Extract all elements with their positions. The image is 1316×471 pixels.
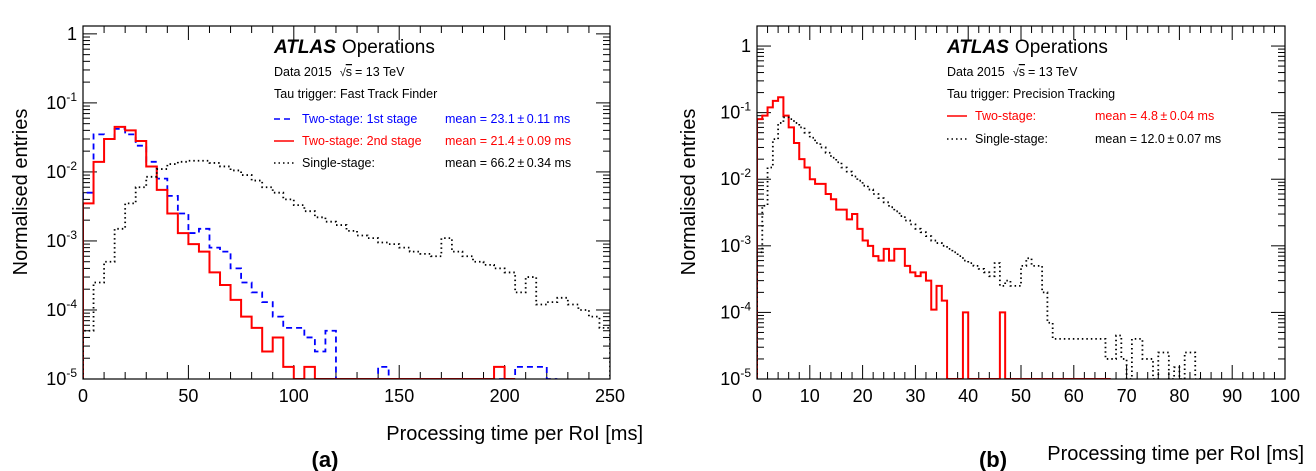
energy-label: = 13 TeV (355, 65, 405, 79)
atlas-label: ATLAS (273, 37, 336, 58)
legend-mean: mean = 23.1 ± 0.11 ms (445, 112, 570, 126)
x-tick-label: 100 (1270, 386, 1300, 406)
x-tick-label: 70 (1117, 386, 1137, 406)
x-tick-label: 250 (595, 386, 625, 406)
y-axis-title: Normalised entries (678, 109, 700, 276)
legend-entry: Two-stage: 1st stage (302, 112, 417, 126)
legend: Two-stage: mean = 4.8 ± 0.04 ms Single-sta… (947, 109, 1221, 146)
series-line (757, 116, 1201, 379)
data-year-label: Data 2015 (274, 65, 332, 79)
x-tick-label: 200 (490, 386, 520, 406)
series-line (83, 128, 558, 379)
x-tick-label: 40 (958, 386, 978, 406)
y-tick-label: 10-2 (720, 166, 751, 189)
legend-mean: mean = 12.0 ± 0.07 ms (1095, 132, 1221, 146)
x-tick-label: 50 (1011, 386, 1031, 406)
legend-entry: Two-stage: (975, 109, 1036, 123)
x-axis-title: Processing time per RoI [ms] (386, 423, 643, 445)
y-tick-label: 10-5 (46, 366, 77, 389)
operations-label: Operations (342, 37, 435, 58)
x-tick-label: 50 (178, 386, 198, 406)
legend-entry: Single-stage: (302, 156, 375, 170)
trigger-label: Tau trigger: Fast Track Finder (274, 87, 437, 101)
energy-label: = 13 TeV (1028, 65, 1078, 79)
svg-text:Data 2015√s= 13 TeV: Data 2015 √s = 13 TeV (947, 65, 1078, 79)
x-tick-label: 90 (1222, 386, 1242, 406)
y-tick-label: 10-4 (720, 299, 751, 322)
series-line (757, 96, 1111, 379)
y-tick-label: 10-4 (46, 297, 77, 320)
legend-mean: mean = 4.8 ± 0.04 ms (1095, 109, 1214, 123)
operations-label: Operations (1015, 37, 1108, 58)
x-tick-label: 150 (384, 386, 414, 406)
sqrt-s-label: s (346, 65, 352, 79)
series-line (83, 125, 516, 379)
x-axis-title: Processing time per RoI [ms] (1047, 443, 1304, 465)
x-tick-label: 80 (1169, 386, 1189, 406)
y-tick-label: 10-1 (46, 90, 77, 113)
plot-frame (756, 25, 1286, 380)
ticks: 0 10 20 30 40 50 60 70 80 90 100 1 10-1 10-2 10-3 10-4 1… (720, 25, 1300, 406)
legend-mean: mean = 21.4 ± 0.09 ms (445, 134, 571, 148)
x-tick-label: 60 (1064, 386, 1084, 406)
y-axis-title: Normalised entries (10, 109, 32, 276)
y-tick-label: 10-1 (720, 100, 751, 123)
x-tick-label: 20 (853, 386, 873, 406)
data-year-label: Data 2015 (947, 65, 1005, 79)
panel-a: Normalised entries Processing time per R… (10, 24, 643, 471)
x-tick-label: 0 (78, 386, 88, 406)
x-tick-label: 30 (905, 386, 925, 406)
x-tick-label: 0 (752, 386, 762, 406)
sqrt-s-label: s (1019, 65, 1025, 79)
x-tick-label: 10 (800, 386, 820, 406)
annotations: ATLAS Operations Data 2015 √s = 13 TeV Tau … (273, 37, 571, 170)
plot-frame (82, 25, 611, 380)
legend-entry: Single-stage: (975, 132, 1048, 146)
panel-label: (b) (979, 447, 1007, 471)
legend-entry: Two-stage: 2nd stage (302, 134, 422, 148)
svg-text:Data 2015√s= 13 TeV: Data 2015 √s = 13 TeV (274, 65, 405, 79)
panel-label: (a) (312, 447, 339, 471)
panel-b: Normalised entries Processing time per R… (678, 25, 1304, 471)
trigger-label: Tau trigger: Precision Tracking (947, 87, 1115, 101)
y-tick-label: 1 (741, 36, 751, 56)
annotations: ATLAS Operations Data 2015 √s = 13 TeV Tau … (946, 37, 1221, 146)
legend-mean: mean = 66.2 ± 0.34 ms (445, 156, 571, 170)
legend: Two-stage: 1st stage mean = 23.1 ± 0.11 m… (274, 112, 571, 170)
plot-area (83, 125, 610, 379)
atlas-label: ATLAS (946, 37, 1009, 58)
y-tick-label: 10-3 (46, 228, 77, 251)
y-tick-label: 10-2 (46, 159, 77, 182)
y-tick-label: 1 (67, 24, 77, 44)
y-tick-label: 10-3 (720, 233, 751, 256)
x-tick-label: 100 (279, 386, 309, 406)
series-line (83, 159, 610, 379)
y-tick-label: 10-5 (720, 366, 751, 389)
plot-area (757, 96, 1201, 379)
